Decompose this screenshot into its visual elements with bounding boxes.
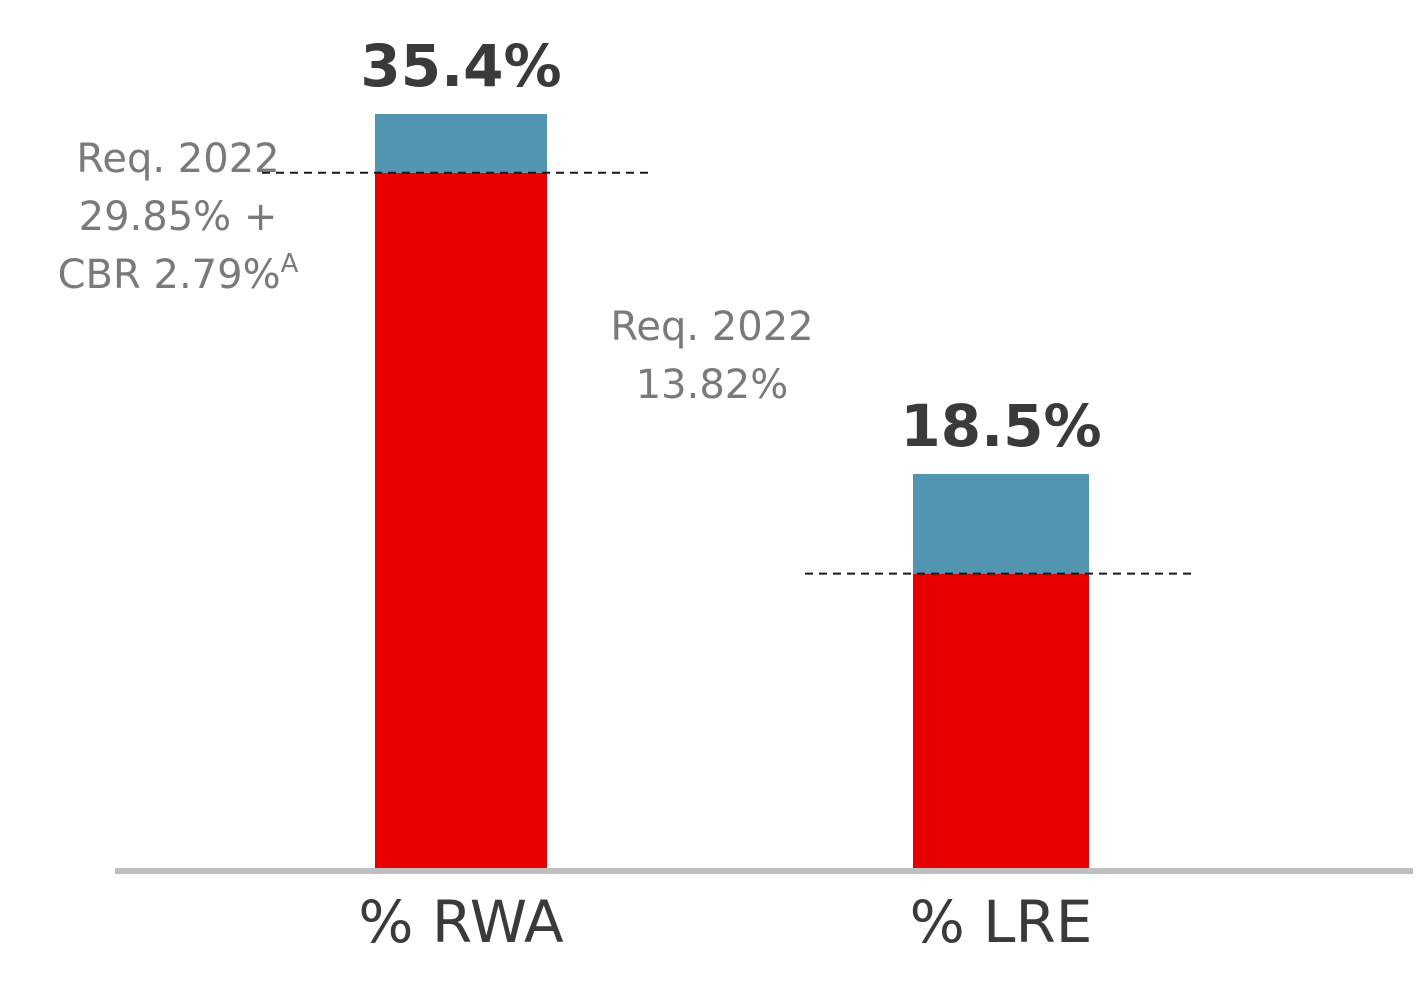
category-label-2: % LRE — [910, 888, 1093, 956]
bar-surplus-segment-2 — [913, 473, 1089, 574]
bar-surplus-segment-1 — [375, 114, 547, 173]
bar-requirement-segment-1 — [375, 172, 547, 868]
footnote-marker: A — [281, 249, 299, 279]
category-label-1: % RWA — [358, 888, 564, 956]
requirement-annotation-1-line-2: 29.85% + — [79, 194, 278, 240]
total-value-label-2: 18.5% — [900, 392, 1101, 460]
requirement-annotation-1-line-1: Req. 2022 — [76, 136, 279, 182]
requirement-annotation-1-line-3: CBR 2.79%A — [58, 249, 299, 298]
bar-requirement-segment-2 — [913, 573, 1089, 868]
requirement-annotation-2-line-1: Req. 2022 — [610, 304, 813, 350]
total-value-label-1: 35.4% — [360, 32, 561, 100]
requirement-annotation-2-line-2: 13.82% — [636, 362, 789, 408]
